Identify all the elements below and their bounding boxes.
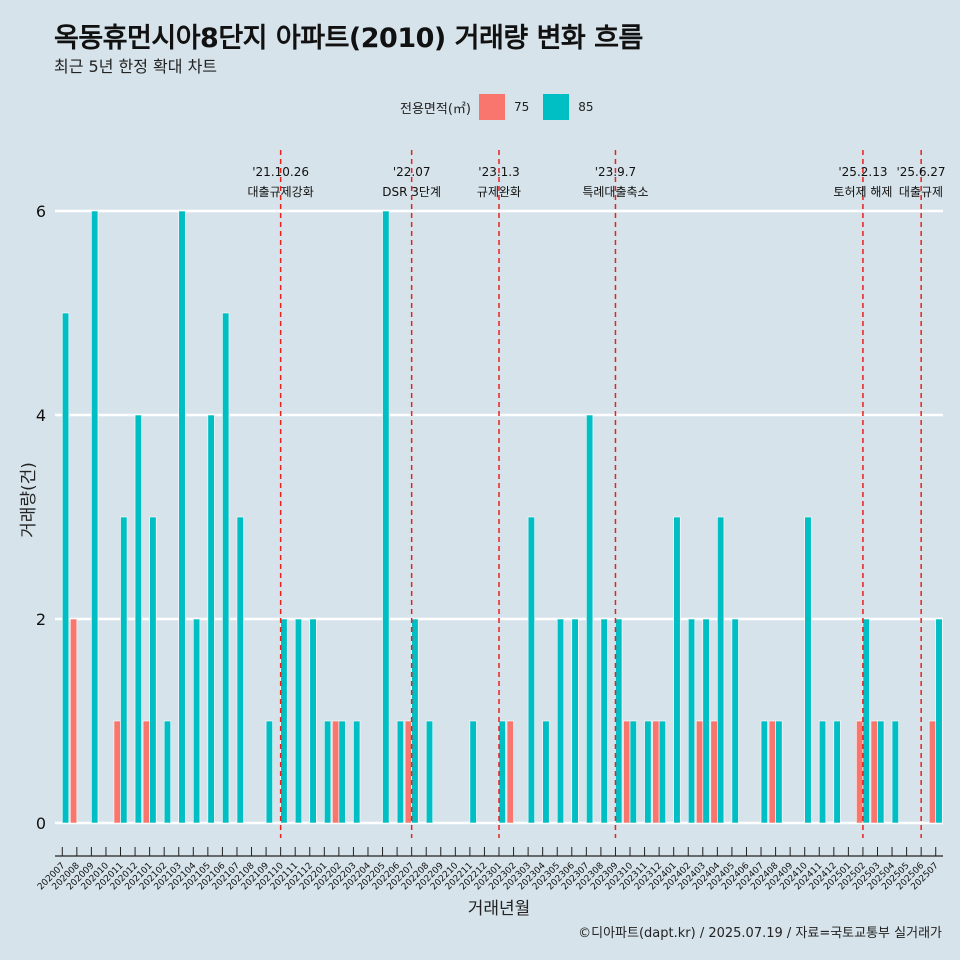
- bar-85-202305: [556, 618, 565, 824]
- bar-85-202412: [833, 720, 841, 824]
- bar-85-202503: [877, 720, 885, 824]
- bar-85-202012: [134, 414, 142, 824]
- bar-85-202404: [717, 516, 725, 824]
- bar-85-202007: [61, 312, 70, 824]
- event-label-202110: 대출규제강화: [248, 185, 314, 199]
- bar-75-202202: [332, 720, 340, 824]
- bar-85-202206: [396, 720, 404, 824]
- bar-85-202211: [469, 720, 477, 824]
- bar-85-202301: [498, 720, 506, 824]
- bar-85-202208: [425, 720, 434, 824]
- bar-75-202101: [142, 720, 150, 824]
- bar-75-202312: [652, 720, 660, 824]
- bar-75-202404: [710, 720, 718, 824]
- bar-75-202302: [506, 720, 514, 824]
- event-date-202207: '22.07: [393, 165, 431, 179]
- bar-85-202101: [149, 516, 157, 824]
- source-caption: ©디아파트(dapt.kr) / 2025.07.19 / 자료=국토교통부 실…: [578, 926, 942, 941]
- page-title: 옥동휴먼시아8단지 아파트(2010) 거래량 변화 흐름: [54, 23, 643, 54]
- x-axis-title: 거래년월: [468, 899, 531, 919]
- legend-label-75: 75: [513, 100, 530, 114]
- bar-75-202507: [928, 720, 937, 824]
- page-subtitle: 최근 5년 한정 확대 차트: [54, 57, 218, 76]
- bar-85-202304: [542, 720, 550, 824]
- bar-85-202102: [163, 720, 172, 824]
- bar-85-202308: [600, 618, 608, 824]
- y-tick-label: 0: [36, 814, 46, 833]
- bar-75-202207: [404, 720, 412, 824]
- event-label-202301: 규제완화: [477, 185, 521, 199]
- event-label-202207: DSR 3단계: [382, 185, 441, 199]
- bar-75-202408: [768, 720, 776, 824]
- bar-85-202408: [775, 720, 783, 824]
- bar-85-202311: [644, 720, 652, 824]
- chart-legend: 전용면적(㎡) 75 85: [400, 93, 608, 121]
- bar-85-202109: [265, 720, 273, 824]
- bar-85-202403: [702, 618, 710, 824]
- event-date-202506: '25.6.27: [896, 165, 945, 179]
- event-date-202301: '23.1.3: [478, 165, 519, 179]
- legend-label-85: 85: [578, 100, 594, 114]
- bar-85-202202: [338, 720, 346, 824]
- bar-85-202504: [891, 720, 899, 824]
- bar-85-202112: [309, 618, 317, 824]
- y-tick-label: 6: [36, 202, 46, 221]
- bar-85-202402: [687, 618, 696, 824]
- bar-85-202111: [294, 618, 303, 824]
- bar-85-202507: [935, 618, 943, 824]
- bar-85-202103: [178, 210, 186, 824]
- bar-85-202407: [760, 720, 768, 824]
- event-label-202309: 특례대출축소: [582, 185, 648, 199]
- bar-85-202203: [353, 720, 361, 824]
- legend-key-85: [543, 94, 570, 120]
- bar-85-202306: [571, 618, 579, 824]
- legend-key-75: [478, 94, 505, 120]
- bar-85-202106: [222, 312, 230, 824]
- event-date-202309: '23.9.7: [595, 165, 636, 179]
- bar-85-202309: [615, 618, 623, 824]
- y-tick-label: 4: [36, 406, 46, 425]
- bar-85-202312: [658, 720, 666, 824]
- bar-75-202503: [870, 720, 878, 824]
- bar-85-202009: [91, 210, 99, 824]
- legend-title: 전용면적(㎡): [400, 101, 471, 117]
- bar-85-202411: [818, 720, 827, 824]
- bar-85-202307: [586, 414, 594, 824]
- bar-85-202104: [192, 618, 201, 824]
- bar-75-202011: [113, 720, 121, 824]
- bar-85-202405: [731, 618, 739, 824]
- bar-75-202008: [69, 618, 78, 824]
- bar-85-202107: [236, 516, 244, 824]
- event-date-202502: '25.2.13: [838, 165, 887, 179]
- event-label-202506: 대출규제: [899, 185, 943, 199]
- bar-85-202207: [411, 618, 419, 824]
- bar-85-202502: [862, 618, 870, 824]
- bar-85-202105: [207, 414, 215, 824]
- bar-85-202205: [382, 210, 390, 824]
- bar-85-202201: [324, 720, 332, 824]
- event-date-202110: '21.10.26: [252, 165, 309, 179]
- event-label-202502: 토허제 해제: [833, 185, 892, 199]
- bar-85-202303: [527, 516, 535, 824]
- bar-75-202502: [856, 720, 864, 824]
- bar-75-202310: [623, 720, 631, 824]
- y-axis-title: 거래량(건): [19, 462, 39, 538]
- bar-85-202110: [280, 618, 288, 824]
- bar-85-202011: [120, 516, 128, 824]
- bar-85-202310: [629, 720, 637, 824]
- bar-85-202401: [673, 516, 681, 824]
- bar-85-202410: [804, 516, 812, 824]
- bar-75-202403: [695, 720, 704, 824]
- y-tick-label: 2: [36, 610, 46, 629]
